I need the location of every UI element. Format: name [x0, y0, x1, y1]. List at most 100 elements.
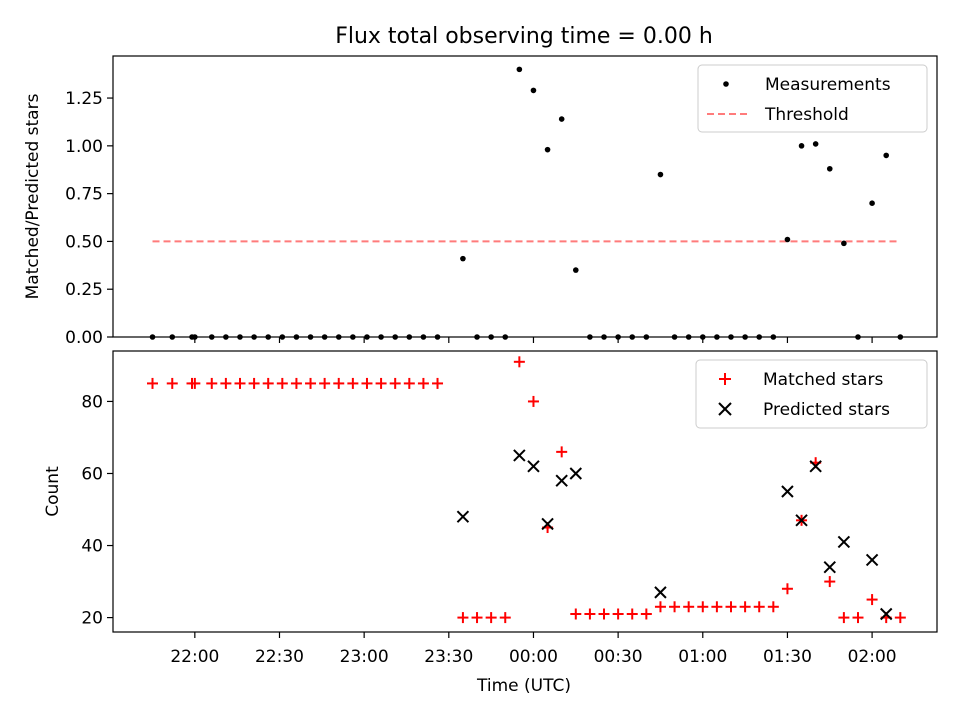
bottom-panel: 20 40 60 80 22:00 22:30 23:00 23:30 00:00 00:30 0… — [43, 350, 938, 696]
predicted-x-b — [823, 560, 836, 574]
predicted-star-point — [795, 514, 808, 527]
matched-star-point — [556, 446, 568, 458]
top-y-tick-label: 0.00 — [65, 328, 103, 348]
predicted-x-b — [781, 485, 794, 498]
matched-star-point — [838, 612, 850, 624]
matched-star-point — [570, 608, 582, 620]
matched-star-point — [305, 377, 317, 389]
predicted-x-b — [654, 586, 667, 599]
top-y-tick-label: 0.25 — [65, 280, 103, 300]
x-tick-label: 00:30 — [594, 647, 643, 667]
matched-star-point — [852, 612, 864, 624]
matched-star-point — [711, 601, 723, 613]
bottom-y-tick-label: 60 — [81, 464, 103, 484]
predicted-star-point — [865, 553, 879, 567]
predicted-star-point — [781, 485, 794, 498]
matched-star-point — [527, 395, 539, 407]
predicted-star-point — [569, 467, 583, 480]
matched-star-point — [824, 576, 836, 588]
predicted-x-b — [513, 449, 526, 462]
predicted-star-point — [837, 535, 851, 549]
matched-star-point — [220, 377, 232, 389]
x-tick-label: 02:00 — [848, 647, 897, 667]
top-legend: Measurements Threshold — [697, 64, 928, 133]
predicted-x-b — [541, 517, 554, 531]
predicted-x-b — [795, 514, 808, 527]
matched-star-point — [866, 594, 878, 606]
chart-title: Flux total observing time = 0.00 h — [335, 24, 713, 49]
matched-star-point — [753, 601, 765, 613]
bottom-y-tick-label: 20 — [81, 609, 103, 629]
bottom-x-ticks: 22:00 22:30 23:00 23:30 00:00 00:30 01:00 01:30… — [170, 632, 897, 667]
predicted-star-point — [513, 449, 526, 462]
matched-star-point — [683, 601, 695, 613]
x-axis-label: Time (UTC) — [476, 676, 571, 696]
bottom-y-tick-label: 40 — [81, 537, 103, 557]
predicted-x-b — [569, 467, 583, 480]
matched-star-point — [189, 377, 201, 389]
matched-star-point — [598, 608, 610, 620]
measurement-point — [657, 171, 664, 178]
top-axes-frame — [112, 55, 938, 338]
matched-star-point — [781, 583, 793, 595]
x-tick-label: 23:30 — [424, 647, 473, 667]
legend-measurements-label: Measurements — [765, 75, 891, 95]
matched-star-point — [290, 377, 302, 389]
matched-star-point — [276, 377, 288, 389]
measurement-point — [798, 143, 805, 149]
matched-star-point — [333, 377, 345, 389]
x-tick-label: 01:00 — [678, 647, 727, 667]
predicted-star-point — [527, 460, 540, 473]
top-y-tick-label: 1.25 — [65, 89, 103, 109]
legend-predicted-label: Predicted stars — [763, 400, 890, 420]
matched-star-point — [147, 377, 159, 389]
legend-measurements-marker — [723, 81, 729, 87]
predicted-x-b — [879, 607, 893, 621]
matched-star-point — [234, 377, 246, 389]
top-panel: 0.00 0.25 0.50 0.75 1.00 1.25 Matched/Predict… — [23, 55, 938, 348]
bottom-y-tick-label: 80 — [81, 392, 103, 412]
top-legend-box — [697, 64, 928, 133]
matched-star-point — [248, 377, 260, 389]
bottom-series — [147, 356, 906, 624]
matched-star-point — [584, 608, 596, 620]
matched-star-point — [513, 356, 525, 368]
predicted-star-point — [809, 460, 822, 473]
measurement-point — [516, 66, 523, 73]
x-tick-label: 01:30 — [763, 647, 812, 667]
predicted-star-point — [456, 510, 470, 523]
top-y-tick-label: 0.50 — [65, 232, 103, 252]
legend-predicted-marker — [718, 402, 732, 416]
predicted-x-b — [555, 474, 568, 487]
predicted-star-point — [823, 560, 836, 574]
matched-star-point — [347, 377, 359, 389]
bottom-y-ticks: 20 40 60 80 — [81, 392, 113, 629]
matched-star-point — [739, 601, 751, 613]
matched-star-point — [626, 608, 638, 620]
top-y-ticks: 0.00 0.25 0.50 0.75 1.00 1.25 — [65, 89, 113, 348]
matched-star-point — [319, 377, 331, 389]
matched-star-point — [361, 377, 373, 389]
bottom-y-axis-label: Count — [43, 466, 63, 517]
matched-star-point — [375, 377, 387, 389]
measurement-point — [544, 146, 551, 153]
measurement-point — [460, 255, 466, 262]
matched-star-point — [206, 377, 218, 389]
measurement-point — [530, 87, 537, 94]
measurement-point — [826, 165, 833, 172]
matched-star-point — [654, 601, 666, 613]
x-tick-label: 23:00 — [340, 647, 389, 667]
bottom-axes-frame — [112, 350, 938, 633]
measurement-point — [558, 116, 565, 122]
matched-star-point — [894, 612, 906, 624]
predicted-star-point — [541, 517, 554, 531]
matched-star-point — [166, 377, 178, 389]
matched-star-point — [417, 377, 429, 389]
x-tick-label: 22:30 — [255, 647, 304, 667]
matched-star-point — [262, 377, 274, 389]
predicted-x-b — [527, 460, 540, 473]
predicted-star-point — [555, 474, 568, 487]
measurement-point — [784, 236, 791, 243]
top-y-tick-label: 1.00 — [65, 137, 103, 157]
